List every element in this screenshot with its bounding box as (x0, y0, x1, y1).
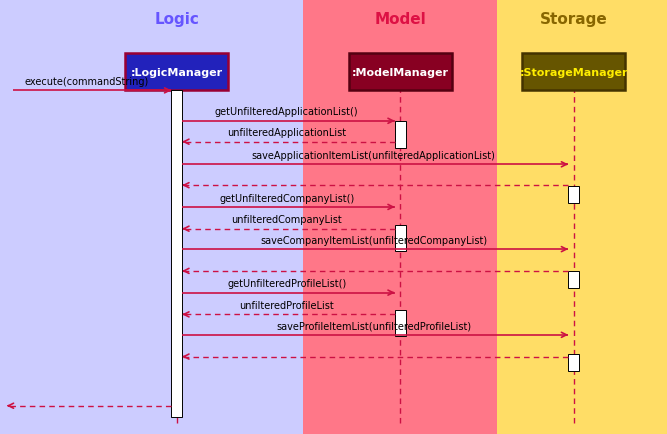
Bar (303, 0, 497, 434)
Text: unfilteredApplicationList: unfilteredApplicationList (227, 128, 346, 138)
Text: execute(commandString): execute(commandString) (25, 77, 149, 87)
Text: getUnfilteredCompanyList(): getUnfilteredCompanyList() (219, 193, 354, 203)
Bar (395, 226, 406, 252)
Text: :ModelManager: :ModelManager (352, 68, 449, 78)
Bar (522, 54, 626, 91)
Text: saveApplicationItemList(unfilteredApplicationList): saveApplicationItemList(unfilteredApplic… (251, 151, 496, 161)
Bar (395, 310, 406, 336)
Text: getUnfilteredProfileList(): getUnfilteredProfileList() (227, 279, 346, 289)
Bar (395, 122, 406, 148)
Text: Storage: Storage (540, 12, 608, 27)
Text: getUnfilteredApplicationList(): getUnfilteredApplicationList() (215, 107, 359, 117)
Text: Logic: Logic (154, 12, 199, 27)
Bar (568, 354, 579, 371)
Bar (568, 187, 579, 204)
Text: :LogicManager: :LogicManager (131, 68, 223, 78)
Text: saveProfileItemList(unfilteredProfileList): saveProfileItemList(unfilteredProfileLis… (276, 321, 471, 331)
Text: Model: Model (374, 12, 426, 27)
Text: saveCompanyItemList(unfilteredCompanyList): saveCompanyItemList(unfilteredCompanyLis… (260, 235, 487, 245)
Bar (348, 54, 452, 91)
Bar (497, 0, 667, 434)
Bar (171, 91, 182, 417)
Text: unfilteredProfileList: unfilteredProfileList (239, 300, 334, 310)
Bar (125, 54, 228, 91)
Text: unfilteredCompanyList: unfilteredCompanyList (231, 215, 342, 225)
Text: :StorageManager: :StorageManager (520, 68, 628, 78)
Bar (0, 0, 303, 434)
Bar (568, 271, 579, 289)
